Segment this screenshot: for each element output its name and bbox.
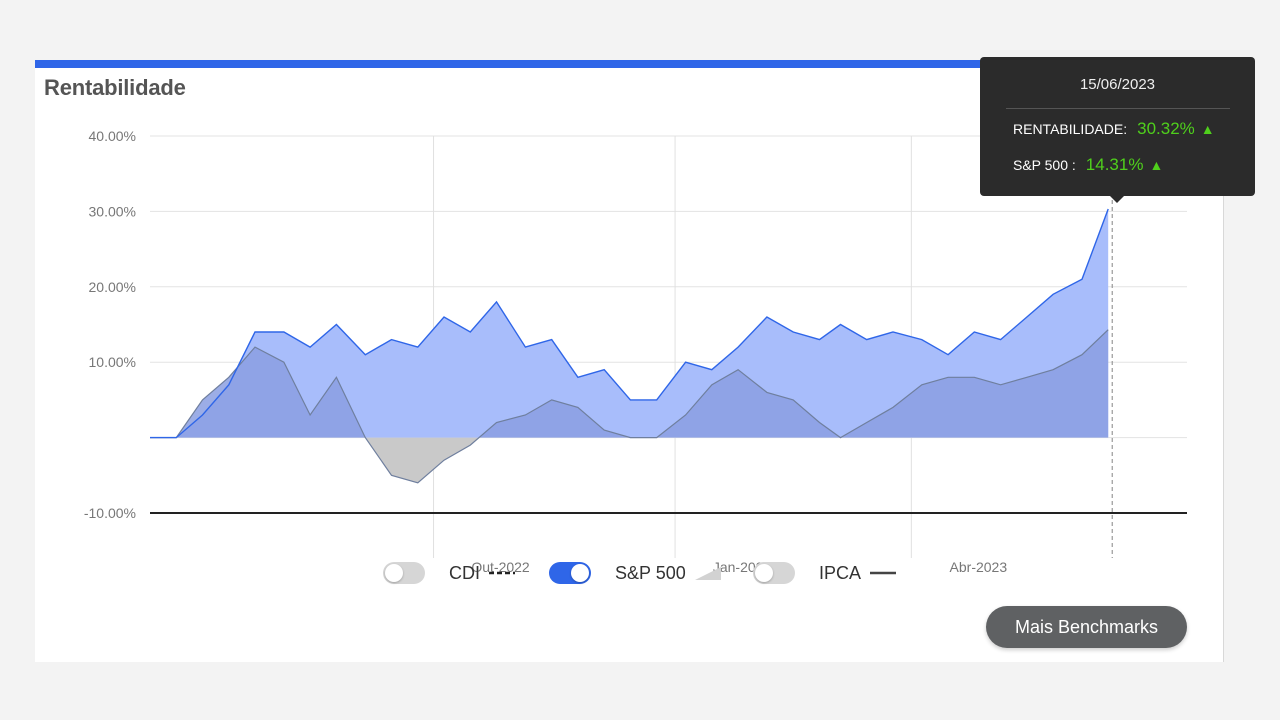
y-tick-label: -10.00%: [84, 505, 136, 521]
up-arrow-icon: ▲: [1149, 157, 1164, 173]
sp500-area-positive: [150, 329, 1109, 438]
tooltip-label-sp500: S&P 500 :: [1013, 157, 1076, 173]
y-tick-label: 20.00%: [89, 279, 136, 295]
toggle-knob: [755, 564, 773, 582]
tooltip-date: 15/06/2023: [1079, 76, 1156, 93]
sp500-area-negative: [365, 437, 479, 483]
legend-item-sp500[interactable]: S&P 500: [549, 558, 722, 588]
card-title: Rentabilidade: [44, 75, 186, 100]
tooltip-row-portfolio: RENTABILIDADE: 30.32% ▲: [1013, 119, 1215, 139]
y-tick-label: 40.00%: [89, 128, 136, 144]
legend-item-cdi[interactable]: CDI: [383, 558, 516, 588]
legend-label-cdi: CDI: [449, 562, 480, 583]
tooltip-value-portfolio: 30.32%: [1137, 119, 1195, 138]
x-tick-label: Abr-2023: [950, 559, 1008, 575]
cdi-toggle[interactable]: [383, 562, 425, 584]
legend-label-sp500: S&P 500: [615, 562, 686, 583]
up-arrow-icon: ▲: [1200, 121, 1215, 137]
ipca-toggle[interactable]: [753, 562, 795, 584]
toggle-knob: [571, 564, 589, 582]
dashed-line-icon: [489, 571, 515, 575]
y-tick-label: 10.00%: [89, 354, 136, 370]
x-tick-label: Out-2022: [471, 559, 530, 575]
tooltip-label-portfolio: RENTABILIDADE:: [1013, 121, 1128, 137]
tooltip-value-sp500: 14.31%: [1085, 155, 1144, 174]
more-benchmarks-button[interactable]: Mais Benchmarks: [986, 606, 1187, 648]
area-wedge-icon: [694, 567, 721, 580]
chart-tooltip: 15/06/2023 RENTABILIDADE: 30.32% ▲ S&P 5…: [980, 57, 1255, 203]
y-tick-label: 30.00%: [89, 203, 136, 219]
tooltip-row-sp500: S&P 500 : 14.31% ▲: [1013, 155, 1163, 175]
sp500-toggle[interactable]: [549, 562, 591, 584]
portfolio-line: [150, 208, 1109, 439]
toggle-knob: [385, 564, 403, 582]
sp500-line: [150, 329, 1109, 484]
card-accent-bar: [35, 60, 1223, 68]
portfolio-area: [150, 209, 1109, 438]
tooltip-divider: [1006, 108, 1230, 109]
legend-label-ipca: IPCA: [819, 562, 862, 583]
solid-line-icon: [870, 571, 897, 575]
legend-item-ipca[interactable]: IPCA: [753, 558, 897, 588]
